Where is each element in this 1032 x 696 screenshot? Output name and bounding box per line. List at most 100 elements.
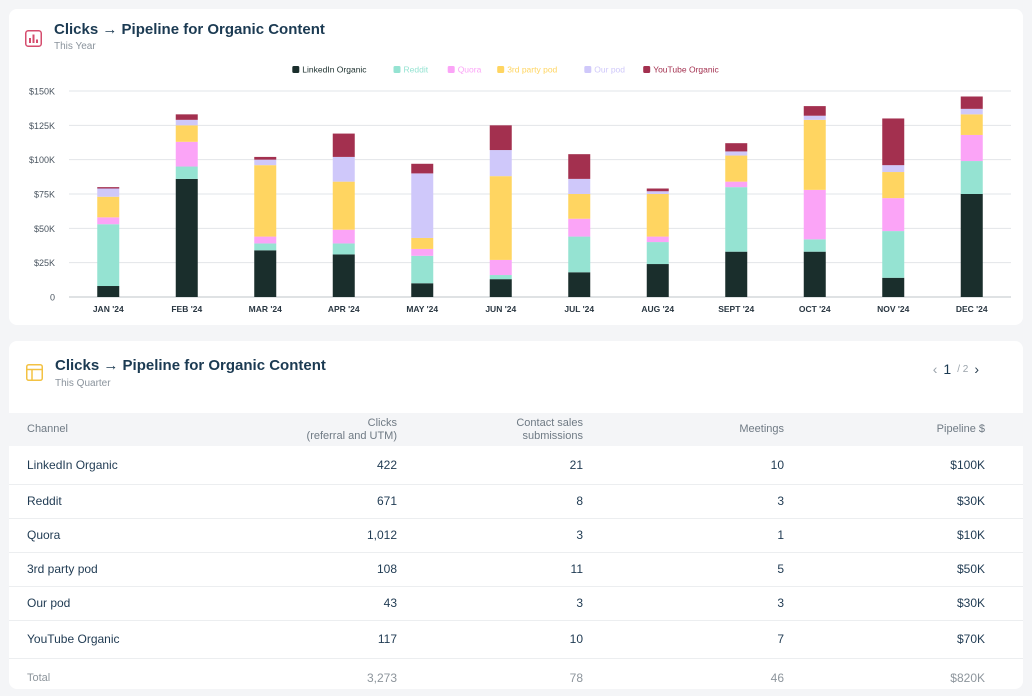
legend-label-youtube-organic: YouTube Organic bbox=[653, 65, 719, 75]
chart-title: Clicks → Pipeline for Organic Content bbox=[54, 21, 325, 38]
total-pipeline: $820K bbox=[950, 671, 985, 686]
table-row[interactable]: Reddit 671 8 3 $30K bbox=[9, 484, 1023, 518]
bar-segment-youtube-organic bbox=[489, 125, 512, 151]
bar-segment-quora bbox=[568, 218, 591, 237]
bar-segment-our-pod bbox=[254, 159, 277, 166]
cell-meetings: 3 bbox=[777, 494, 784, 508]
cell-clicks: 422 bbox=[376, 457, 397, 472]
table-subtitle: This Quarter bbox=[55, 378, 111, 389]
bar-segment-quora bbox=[254, 236, 277, 244]
table-row[interactable]: 3rd party pod 108 11 5 $50K bbox=[9, 552, 1023, 586]
table-card: Clicks → Pipeline for Organic Content Th… bbox=[9, 341, 1023, 689]
bar-segment-youtube-organic bbox=[175, 114, 198, 120]
y-tick-label: $100K bbox=[29, 155, 55, 165]
cell-submissions: 3 bbox=[576, 528, 583, 542]
x-tick-label: FEB '24 bbox=[171, 304, 202, 314]
bar-segment-3rd-party-pod bbox=[960, 114, 983, 135]
bar-segment-reddit bbox=[411, 255, 434, 284]
bar-segment-our-pod bbox=[568, 178, 591, 194]
bar-segment-linkedin-organic bbox=[882, 277, 905, 297]
y-tick-label: $50K bbox=[34, 224, 55, 234]
bar-segment-linkedin-organic bbox=[254, 250, 277, 297]
table-row[interactable]: Our pod 43 3 3 $30K bbox=[9, 586, 1023, 620]
bar-segment-quora bbox=[725, 181, 748, 188]
bar-segment-youtube-organic bbox=[725, 143, 748, 152]
chevron-left-icon[interactable]: ‹ bbox=[932, 361, 938, 377]
cell-pipeline: $10K bbox=[956, 528, 985, 542]
bar-segment-3rd-party-pod bbox=[332, 181, 355, 230]
chart-grid: 0 $25K $50K $75K $100K $125K $150K bbox=[29, 87, 1011, 303]
chevron-right-icon[interactable]: › bbox=[974, 361, 979, 377]
bar-segment-reddit bbox=[725, 187, 748, 252]
bar-segment-linkedin-organic bbox=[489, 279, 512, 297]
table-header-row: Channel Clicks (referral and UTM) Contact… bbox=[9, 413, 1023, 446]
bar-segment-our-pod bbox=[725, 151, 748, 156]
bar-segment-reddit bbox=[646, 242, 669, 265]
chart-subtitle: This Year bbox=[54, 41, 96, 52]
y-tick-label: 0 bbox=[50, 293, 55, 303]
bar-segment-our-pod bbox=[175, 119, 198, 126]
bar-segment-3rd-party-pod bbox=[646, 194, 669, 237]
x-tick-label: OCT '24 bbox=[799, 304, 831, 314]
cell-channel: YouTube Organic bbox=[27, 632, 120, 646]
cell-meetings: 10 bbox=[770, 457, 784, 472]
x-tick-label: AUG '24 bbox=[641, 304, 674, 314]
legend-swatch-3rd-party-pod bbox=[497, 66, 505, 73]
x-tick-label: APR '24 bbox=[328, 304, 360, 314]
table-row[interactable]: Quora 1,012 3 1 $10K bbox=[9, 518, 1023, 552]
bar-segment-quora bbox=[803, 189, 826, 240]
bar-segment-reddit bbox=[882, 231, 905, 278]
legend-swatch-quora bbox=[447, 66, 455, 73]
column-header-pipeline[interactable]: Pipeline $ bbox=[936, 423, 985, 435]
x-tick-label: JUN '24 bbox=[485, 304, 516, 314]
bar-segment-youtube-organic bbox=[254, 156, 277, 160]
bar-segment-3rd-party-pod bbox=[175, 125, 198, 142]
bar-segment-reddit bbox=[254, 243, 277, 251]
bar-segment-3rd-party-pod bbox=[97, 196, 120, 218]
cell-pipeline: $30K bbox=[956, 494, 985, 508]
x-tick-label: MAY '24 bbox=[406, 304, 438, 314]
table-icon bbox=[26, 364, 43, 381]
cell-channel: 3rd party pod bbox=[27, 562, 98, 576]
bar-segment-quora bbox=[882, 198, 905, 232]
bar-segment-youtube-organic bbox=[960, 96, 983, 109]
bar-chart-icon bbox=[25, 30, 42, 47]
y-tick-label: $125K bbox=[29, 121, 55, 131]
legend-label-our-pod: Our pod bbox=[594, 65, 625, 75]
x-tick-label: JAN '24 bbox=[93, 304, 124, 314]
channel-table: Channel Clicks (referral and UTM) Contact… bbox=[9, 413, 1023, 696]
cell-meetings: 3 bbox=[777, 596, 784, 610]
legend-swatch-youtube-organic bbox=[643, 66, 651, 73]
total-label: Total bbox=[27, 672, 51, 685]
cell-meetings: 1 bbox=[777, 528, 784, 542]
bar-segment-3rd-party-pod bbox=[803, 119, 826, 190]
pagination: ‹ 1 / 2 › bbox=[933, 361, 979, 377]
bar-segment-youtube-organic bbox=[332, 133, 355, 157]
column-header-meetings[interactable]: Meetings bbox=[739, 423, 784, 435]
bar-segment-quora bbox=[332, 229, 355, 244]
bar-segment-linkedin-organic bbox=[725, 251, 748, 297]
bar-segment-reddit bbox=[960, 161, 983, 194]
bar-segment-reddit bbox=[803, 239, 826, 252]
legend-label-reddit: Reddit bbox=[404, 65, 429, 75]
table-row[interactable]: YouTube Organic 117 10 7 $70K bbox=[9, 620, 1023, 658]
legend-label-linkedin-organic: LinkedIn Organic bbox=[302, 65, 367, 75]
bar-segment-our-pod bbox=[646, 191, 669, 194]
cell-clicks: 1,012 bbox=[366, 528, 397, 542]
bar-segment-quora bbox=[175, 141, 198, 167]
bar-segment-linkedin-organic bbox=[646, 264, 669, 297]
cell-channel: Our pod bbox=[27, 596, 71, 610]
bar-segment-youtube-organic bbox=[97, 187, 120, 189]
bar-segment-reddit bbox=[489, 275, 512, 280]
bar-segment-3rd-party-pod bbox=[882, 172, 905, 199]
x-tick-label: SEPT '24 bbox=[718, 304, 754, 314]
column-header-clicks[interactable]: Clicks (referral and UTM) bbox=[306, 416, 397, 442]
y-tick-label: $150K bbox=[29, 87, 55, 97]
table-row[interactable]: LinkedIn Organic 422 21 10 $100K bbox=[9, 446, 1023, 484]
column-header-channel[interactable]: Channel bbox=[27, 423, 68, 435]
bar-segment-3rd-party-pod bbox=[411, 237, 434, 249]
cell-clicks: 117 bbox=[377, 632, 397, 646]
x-tick-label: NOV '24 bbox=[877, 304, 910, 314]
bar-segment-quora bbox=[97, 217, 120, 225]
column-header-submissions[interactable]: Contact sales submissions bbox=[516, 416, 583, 442]
